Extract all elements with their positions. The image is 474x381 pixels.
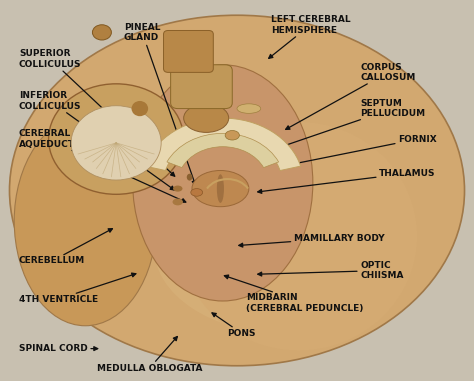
Text: SEPTUM
PELLUCIDUM: SEPTUM PELLUCIDUM: [280, 99, 425, 148]
Ellipse shape: [71, 106, 161, 180]
Ellipse shape: [173, 199, 183, 205]
Ellipse shape: [237, 104, 261, 114]
Ellipse shape: [184, 104, 228, 133]
Ellipse shape: [180, 122, 417, 351]
Ellipse shape: [192, 171, 249, 207]
FancyBboxPatch shape: [164, 30, 213, 72]
Ellipse shape: [191, 189, 202, 196]
Ellipse shape: [14, 116, 156, 326]
Text: MIDBARIN
(CEREBRAL PEDUNCLE): MIDBARIN (CEREBRAL PEDUNCLE): [224, 275, 364, 312]
Text: 4TH VENTRICLE: 4TH VENTRICLE: [19, 273, 136, 304]
Text: CORPUS
CALLOSUM: CORPUS CALLOSUM: [286, 63, 416, 130]
Ellipse shape: [133, 65, 313, 301]
Text: PONS: PONS: [212, 313, 256, 338]
Text: INFERIOR
COLLICULUS: INFERIOR COLLICULUS: [19, 91, 174, 190]
Text: MEDULLA OBLOGATA: MEDULLA OBLOGATA: [97, 336, 202, 373]
Ellipse shape: [217, 174, 224, 203]
Text: CEREBELLUM: CEREBELLUM: [19, 229, 112, 266]
Text: SPINAL CORD: SPINAL CORD: [19, 344, 98, 353]
Ellipse shape: [173, 186, 182, 192]
Ellipse shape: [154, 162, 415, 333]
FancyBboxPatch shape: [171, 65, 232, 109]
Text: LEFT CEREBRAL
HEMISPHERE: LEFT CEREBRAL HEMISPHERE: [269, 15, 350, 58]
Text: SUPERIOR
COLLICULUS: SUPERIOR COLLICULUS: [19, 50, 175, 176]
Ellipse shape: [131, 101, 148, 116]
Text: MAMILLARY BODY: MAMILLARY BODY: [239, 234, 384, 247]
Wedge shape: [167, 133, 279, 168]
Text: FORNIX: FORNIX: [289, 134, 437, 166]
Ellipse shape: [225, 130, 239, 140]
Ellipse shape: [187, 174, 192, 181]
Text: CEREBRAL
AQUEDUCT: CEREBRAL AQUEDUCT: [19, 130, 186, 202]
Wedge shape: [145, 118, 301, 171]
Text: OPTIC
CHIISMA: OPTIC CHIISMA: [258, 261, 404, 280]
Text: THALAMUS: THALAMUS: [258, 169, 436, 193]
Ellipse shape: [9, 15, 465, 366]
Text: PINEAL
GLAND: PINEAL GLAND: [124, 23, 196, 185]
Ellipse shape: [92, 25, 111, 40]
Ellipse shape: [49, 84, 183, 194]
